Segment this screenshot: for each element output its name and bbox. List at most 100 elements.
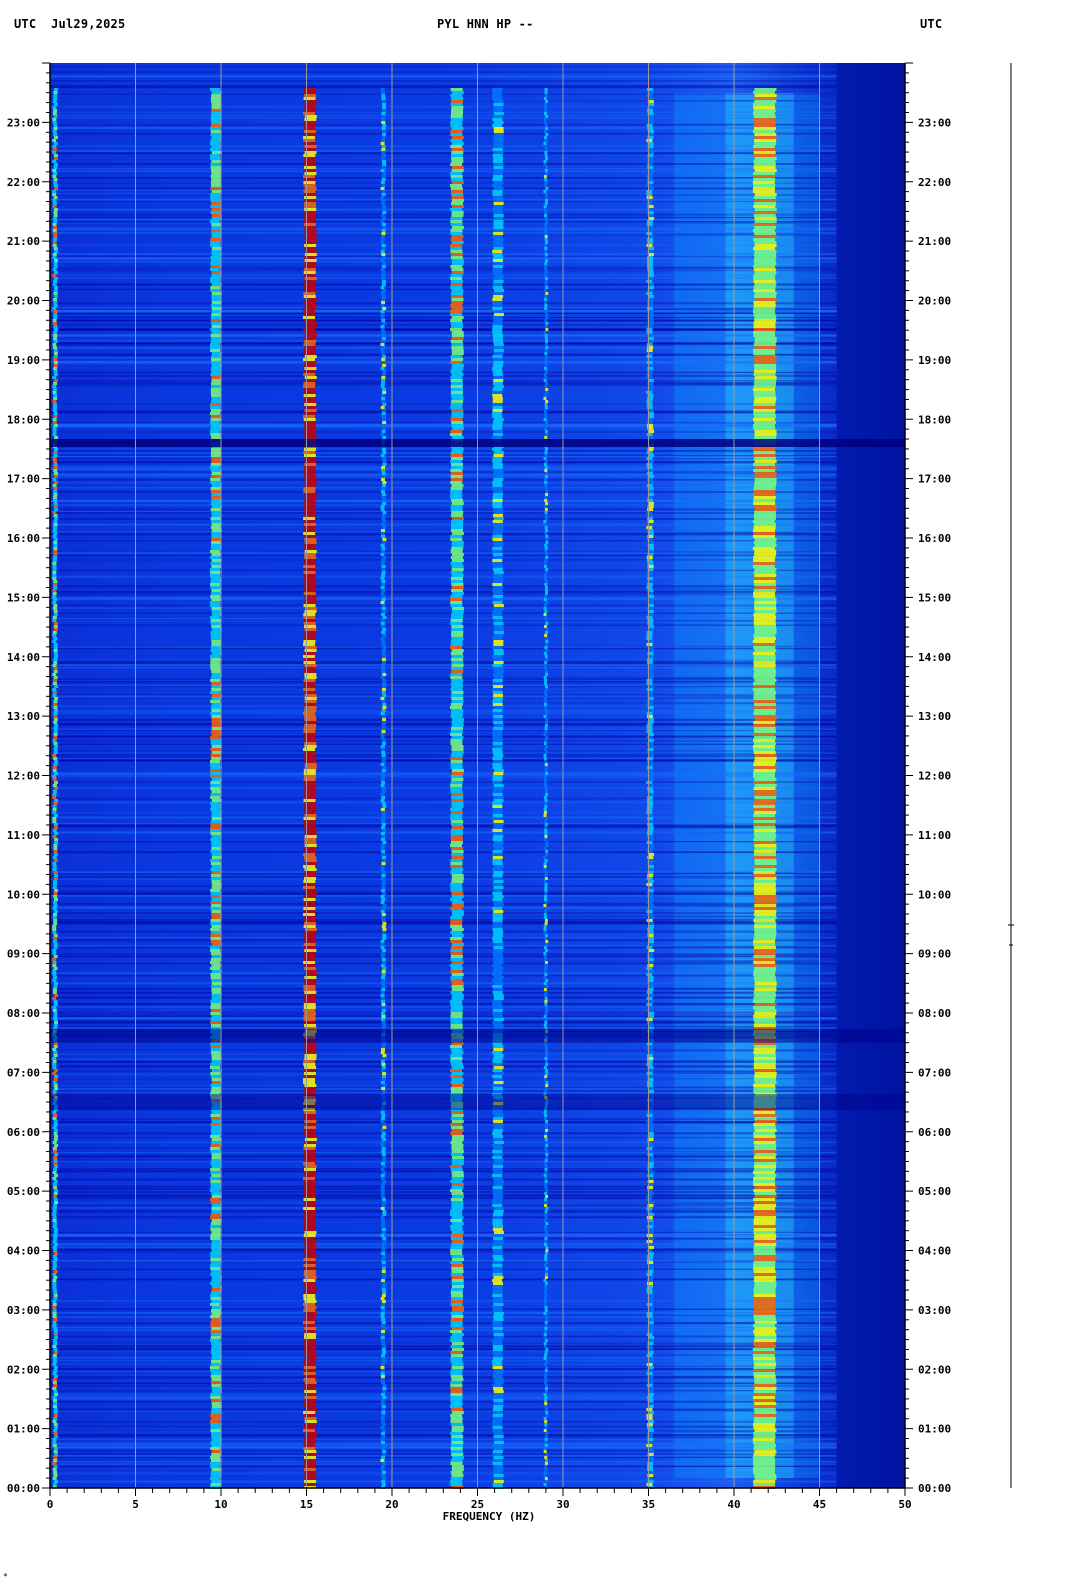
noise-striation xyxy=(50,1136,837,1139)
noise-striation xyxy=(50,306,837,310)
noise-striation xyxy=(50,1005,837,1008)
noise-striation xyxy=(50,451,837,454)
y-tick-label-right: 11:00 xyxy=(918,829,951,842)
noise-striation xyxy=(50,1400,837,1403)
noise-striation xyxy=(50,1172,837,1174)
noise-striation xyxy=(50,80,837,82)
noise-striation xyxy=(50,1151,837,1154)
noise-striation xyxy=(50,1168,837,1170)
noise-striation xyxy=(50,972,837,975)
noise-striation xyxy=(50,1465,837,1468)
noise-striation xyxy=(50,991,837,995)
noise-striation xyxy=(50,362,837,365)
noise-striation xyxy=(50,260,837,263)
noise-striation xyxy=(50,1011,837,1014)
noise-striation xyxy=(50,1426,837,1428)
noise-striation xyxy=(50,872,837,875)
noise-striation xyxy=(50,127,837,129)
noise-striation xyxy=(50,221,837,224)
noise-striation xyxy=(50,1196,837,1200)
noise-striation xyxy=(50,1002,837,1005)
noise-striation xyxy=(50,1207,837,1210)
y-tick-label-left: 00:00 xyxy=(7,1482,40,1495)
noise-striation xyxy=(50,728,837,730)
noise-striation xyxy=(50,915,837,918)
y-tick-label-left: 05:00 xyxy=(7,1185,40,1198)
noise-striation xyxy=(50,361,837,364)
noise-striation xyxy=(50,1017,837,1020)
noise-striation xyxy=(50,423,837,426)
x-axis-ticks: 0 5 10 15 20 25 30 35 40 45 50 xyxy=(47,1488,912,1511)
noise-striation xyxy=(50,163,837,165)
noise-striation xyxy=(50,504,837,506)
noise-striation xyxy=(50,666,837,669)
y-tick-label-right: 14:00 xyxy=(918,651,951,664)
energetic-band xyxy=(674,93,820,1478)
noise-striation xyxy=(50,1160,837,1163)
noise-striation xyxy=(50,620,837,622)
noise-striation xyxy=(50,1234,837,1237)
y-tick-label-left: 02:00 xyxy=(7,1363,40,1376)
noise-striation xyxy=(50,491,837,493)
noise-striation xyxy=(50,827,837,829)
noise-striation xyxy=(50,1420,837,1423)
x-tick-label: 25 xyxy=(471,1498,484,1511)
noise-striation xyxy=(50,189,837,192)
spectral-line xyxy=(646,88,655,1489)
noise-striation xyxy=(50,758,837,760)
y-tick-label-left: 22:00 xyxy=(7,176,40,189)
noise-striation xyxy=(50,1408,837,1411)
noise-striation xyxy=(50,531,837,534)
noise-striation xyxy=(50,686,837,688)
noise-striation xyxy=(50,559,837,561)
noise-striation xyxy=(50,996,837,999)
noise-striation xyxy=(50,722,837,725)
header-date: UTC Jul29,2025 xyxy=(14,17,126,31)
noise-striation xyxy=(50,458,837,460)
noise-striation xyxy=(50,1385,837,1387)
noise-striation xyxy=(50,334,837,337)
noise-striation xyxy=(50,213,837,216)
noise-striation xyxy=(50,1058,837,1061)
noise-striation xyxy=(50,982,837,985)
x-tick-label: 35 xyxy=(642,1498,655,1511)
y-tick-label-left: 20:00 xyxy=(7,295,40,308)
noise-striation xyxy=(50,1053,837,1055)
y-tick-label-right: 01:00 xyxy=(918,1423,951,1436)
noise-striation xyxy=(50,682,837,684)
noise-striation xyxy=(50,227,837,230)
y-tick-label-right: 12:00 xyxy=(918,770,951,783)
noise-striation xyxy=(50,939,837,942)
noise-striation xyxy=(50,695,837,698)
noise-striation xyxy=(50,902,837,905)
noise-striation xyxy=(50,475,837,478)
noise-striation xyxy=(50,371,837,374)
noise-striation xyxy=(50,111,837,113)
noise-striation xyxy=(50,1243,837,1246)
noise-striation xyxy=(50,308,837,310)
noise-striation xyxy=(50,1194,837,1197)
noise-striation xyxy=(50,1370,837,1373)
noise-striation xyxy=(50,467,837,470)
noise-striation xyxy=(50,759,837,761)
noise-striation xyxy=(50,1308,837,1310)
y-tick-label-left: 19:00 xyxy=(7,354,40,367)
noise-striation xyxy=(50,382,837,386)
x-tick-label: 40 xyxy=(727,1498,740,1511)
noise-striation xyxy=(50,426,837,429)
y-tick-label-right: 20:00 xyxy=(918,295,951,308)
noise-striation xyxy=(50,1202,837,1205)
noise-striation xyxy=(50,1017,837,1020)
noise-striation xyxy=(50,826,837,829)
noise-striation xyxy=(50,1003,837,1006)
noise-striation xyxy=(50,274,837,276)
noise-striation xyxy=(50,380,837,382)
noise-striation xyxy=(50,953,837,956)
noise-striation xyxy=(50,252,837,256)
noise-striation xyxy=(50,1188,837,1190)
noise-striation xyxy=(50,775,837,777)
noise-striation xyxy=(50,431,837,433)
noise-striation xyxy=(50,472,837,474)
y-tick-label-right: 00:00 xyxy=(918,1482,951,1495)
noise-striation xyxy=(50,1312,837,1314)
